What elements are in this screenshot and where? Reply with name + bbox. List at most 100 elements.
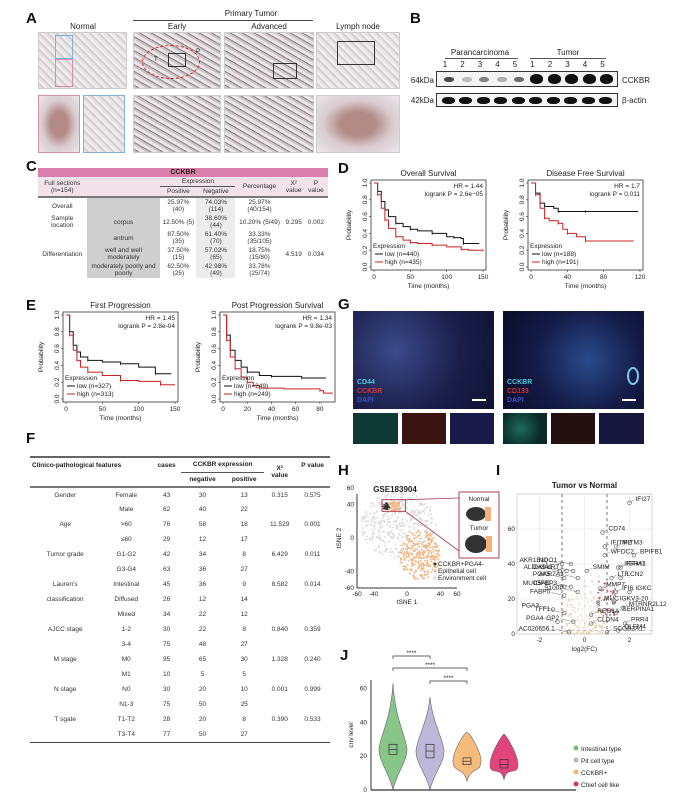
- header-expression: Expression: [160, 177, 236, 187]
- row-feature: Sample location: [51, 215, 74, 229]
- band: [444, 77, 454, 82]
- table-row: ≤60 29 12 17: [30, 532, 330, 547]
- cell-chi: [264, 562, 295, 577]
- cell-pos: 8: [242, 716, 246, 723]
- cell-pos: 25: [240, 701, 248, 708]
- band: [461, 77, 472, 82]
- svg-text:60: 60: [347, 485, 355, 492]
- scale-bar: [622, 399, 636, 401]
- scale-bar: [472, 399, 486, 401]
- cell-sub: Mixed: [117, 611, 135, 618]
- svg-text:0: 0: [363, 787, 367, 794]
- svg-text:CCKBR+PGA4-: CCKBR+PGA4-: [438, 561, 484, 568]
- column-normal: Normal: [70, 22, 96, 31]
- cell-neg: 48: [198, 641, 207, 648]
- svg-text:0: 0: [583, 637, 587, 644]
- svg-text:Time (months): Time (months): [257, 415, 299, 422]
- cell-chi: 0.315: [271, 491, 288, 499]
- svg-text:40: 40: [508, 561, 516, 568]
- cell-neg: 50: [198, 701, 207, 708]
- cell-neg: 30: [198, 491, 207, 499]
- cell-chi: [264, 667, 295, 682]
- cell-cases: 34: [162, 611, 171, 618]
- cell-sub: G1-G2: [116, 551, 137, 558]
- group-line: [445, 58, 518, 59]
- svg-text:0: 0: [511, 631, 515, 638]
- svg-text:MMP7: MMP7: [606, 582, 625, 589]
- cell-neg: 65: [198, 656, 207, 663]
- table-row: Age >60 76 58 18 11.529 0.001: [30, 517, 330, 532]
- svg-text:Time (months): Time (months): [100, 415, 142, 422]
- svg-text:HR = 1.45: HR = 1.45: [146, 315, 176, 322]
- svg-text:1.0: 1.0: [211, 310, 218, 319]
- if-channel-red-left: [402, 413, 446, 444]
- svg-text:0.4: 0.4: [54, 361, 61, 370]
- histology-early-overview: T P: [133, 32, 221, 89]
- lane-label: 3: [565, 60, 570, 69]
- cell-neg: 5: [200, 671, 205, 678]
- svg-text:Tumor: Tumor: [470, 525, 489, 532]
- header-full-sections: Full sections (n=154): [44, 179, 81, 194]
- row-feature: Overall: [51, 202, 73, 210]
- cell-sub: N1-3: [119, 701, 134, 708]
- cell-sub: T3-T4: [117, 730, 135, 738]
- table-row: N stage N0 30 20 10 0.001 0.999: [30, 682, 330, 697]
- cell-cases: 29: [162, 536, 171, 543]
- cell-chi: [264, 592, 295, 607]
- cell-sub: Male: [119, 506, 134, 513]
- svg-text:ALDH3A1: ALDH3A1: [524, 564, 553, 571]
- cell-sub: G3-G4: [116, 566, 137, 573]
- svg-text:60: 60: [292, 406, 300, 413]
- cell-sub: T1-T2: [117, 716, 135, 723]
- band: [479, 77, 489, 82]
- svg-text:WFDC2: WFDC2: [611, 548, 634, 555]
- svg-text:Probability: Probability: [346, 209, 353, 240]
- svg-text:IFI27: IFI27: [636, 496, 651, 503]
- svg-text:Disease Free Survival: Disease Free Survival: [546, 169, 624, 178]
- svg-text:LCN2: LCN2: [627, 571, 644, 578]
- svg-text:150: 150: [478, 274, 489, 281]
- svg-text:40: 40: [437, 591, 445, 598]
- svg-text:MTRNR2L12: MTRNR2L12: [629, 601, 667, 608]
- cell-pos: 9: [242, 581, 246, 588]
- cell-cases: 10: [162, 671, 171, 678]
- cell-p: [295, 697, 330, 712]
- row-feature: Differentiation: [42, 250, 83, 258]
- cell-cases: 26: [162, 596, 171, 603]
- primary-tumor-label: Primary Tumor: [224, 9, 278, 18]
- cell-sub: Intestinal: [113, 581, 140, 588]
- band: [529, 97, 542, 104]
- header-expression: CCKBR expression: [181, 457, 265, 473]
- row-p: 0.034: [307, 250, 325, 258]
- cell-neg: 12: [198, 596, 207, 603]
- svg-text:0.4: 0.4: [519, 229, 526, 238]
- svg-text:S100P: S100P: [544, 585, 564, 592]
- band: [599, 97, 612, 104]
- header-negative: negative: [189, 475, 216, 483]
- svg-text:cnv level: cnv level: [348, 722, 355, 748]
- para-label: P: [196, 49, 201, 55]
- lane-label: 5: [512, 60, 518, 69]
- svg-text:Environment cell: Environment cell: [438, 575, 487, 582]
- header-chi: X² value: [285, 179, 302, 194]
- svg-text:SCGB3A1: SCGB3A1: [613, 625, 643, 632]
- cell-cases: 76: [162, 521, 171, 528]
- svg-text:120: 120: [635, 274, 646, 281]
- cell-feature: Age: [59, 521, 72, 528]
- band: [546, 97, 560, 104]
- cell-chi: [264, 637, 295, 652]
- if-image-cckbr: CCKBR CD133 DAPI: [503, 311, 644, 409]
- km-plot-first-progression: First Progression 0 50 100 150 0.0 0.2 0.4 0.6 0.…: [35, 300, 185, 435]
- cell-chi: [264, 502, 295, 517]
- cell-chi: 8.582: [271, 581, 288, 588]
- svg-text:OLFM4: OLFM4: [624, 624, 646, 631]
- cell-p: 0.011: [304, 551, 321, 558]
- cell-cases: 62: [162, 506, 171, 513]
- svg-text:SERPINA1: SERPINA1: [622, 606, 655, 613]
- svg-text:IFITM1: IFITM1: [624, 561, 645, 568]
- cell-neg: 40: [198, 506, 207, 513]
- cell-feature: [30, 637, 100, 652]
- cell-feature: [30, 667, 100, 682]
- row-negative: 38.60% (44): [196, 214, 236, 230]
- tumor-region-outline: [142, 45, 200, 79]
